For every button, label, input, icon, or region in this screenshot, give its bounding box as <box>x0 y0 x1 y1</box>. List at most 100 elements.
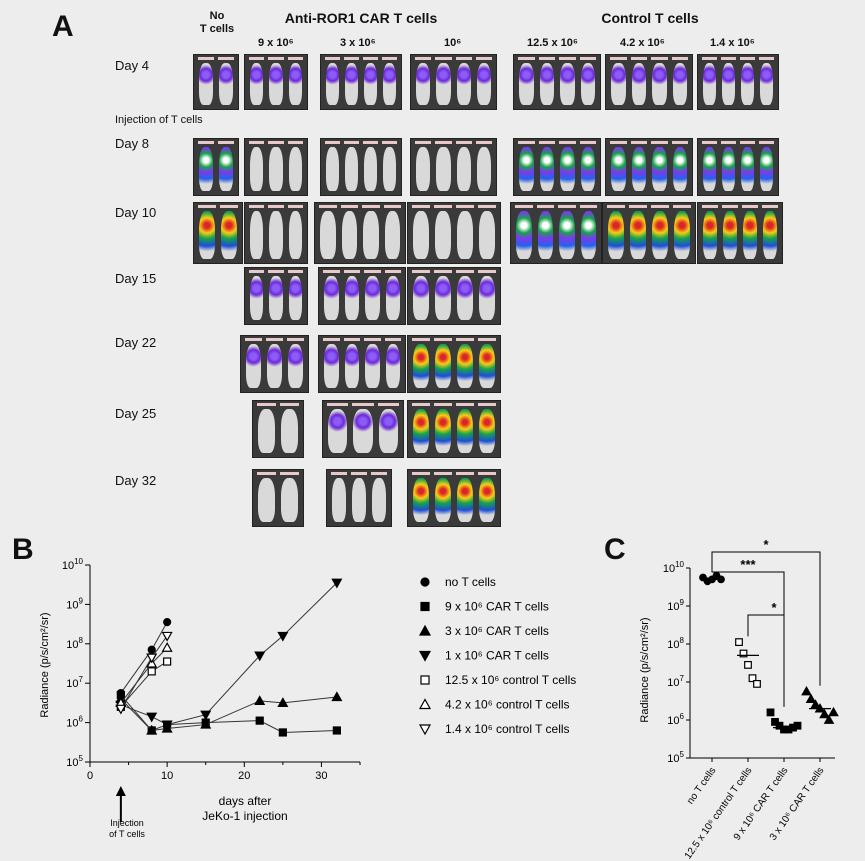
image-label-strip <box>607 205 625 208</box>
image-label-strip <box>323 338 340 341</box>
b-series-line <box>120 661 168 708</box>
image-label-strip <box>740 57 755 60</box>
b-data-point <box>200 710 212 721</box>
image-label-strip <box>198 141 214 144</box>
mouse-image-tile <box>407 335 501 393</box>
image-label-strip <box>364 338 381 341</box>
no-t-cells-header: No T cells <box>199 10 235 35</box>
mouse-image-tile <box>322 400 404 458</box>
image-label-strip <box>287 270 303 273</box>
b-data-point <box>200 718 212 729</box>
image-label-strip <box>536 205 554 208</box>
b-y-tick-label: 109 <box>66 596 83 611</box>
mouse-image-tile <box>320 138 402 196</box>
image-label-strip <box>478 338 496 341</box>
mouse-silhouette <box>741 63 754 105</box>
mouse-silhouette <box>383 147 396 191</box>
mouse-image-tile <box>244 138 308 196</box>
mouse-silhouette <box>479 211 495 259</box>
mouse-silhouette <box>435 276 451 320</box>
mouse-silhouette <box>519 63 534 105</box>
image-label-strip <box>412 338 430 341</box>
c-data-point <box>793 721 802 730</box>
mouse-silhouette <box>413 409 429 453</box>
b-data-point <box>147 645 156 654</box>
image-label-strip <box>287 338 304 341</box>
mouse-silhouette <box>199 211 215 259</box>
image-label-strip <box>266 338 283 341</box>
c-data-point <box>735 638 743 647</box>
mouse-silhouette <box>479 478 495 522</box>
image-label-strip <box>363 141 378 144</box>
day-label-32: Day 32 <box>115 473 157 488</box>
mouse-silhouette <box>516 211 532 259</box>
c-category-label: 12.5 x 10⁶ control T cells <box>683 765 755 860</box>
mouse-silhouette <box>269 63 283 105</box>
image-label-strip <box>651 205 669 208</box>
mouse-silhouette <box>479 409 495 453</box>
b-series-line <box>120 635 168 710</box>
c-significance-label: * <box>771 600 777 615</box>
mouse-image-tile <box>407 267 501 325</box>
c-significance-label: *** <box>740 557 756 572</box>
image-label-strip <box>287 205 303 208</box>
image-label-strip <box>630 57 647 60</box>
mouse-silhouette <box>476 63 491 105</box>
image-label-strip <box>579 141 596 144</box>
b-x-tick-label: 20 <box>238 770 250 782</box>
mouse-silhouette <box>703 147 716 191</box>
image-label-strip <box>377 403 399 406</box>
b-data-point <box>146 653 158 664</box>
image-label-strip <box>456 403 474 406</box>
image-label-strip <box>327 403 349 406</box>
image-label-strip <box>198 205 216 208</box>
b-series-line <box>120 647 168 704</box>
image-label-strip <box>384 338 401 341</box>
c-significance-bracket <box>711 551 821 686</box>
mouse-silhouette <box>364 147 377 191</box>
mouse-silhouette <box>344 276 359 320</box>
b-data-point <box>163 618 172 627</box>
mouse-silhouette <box>413 344 429 388</box>
mouse-silhouette <box>250 211 264 259</box>
mouse-silhouette <box>456 147 471 191</box>
image-label-strip <box>415 57 432 60</box>
b-arrow-note-line1: Injection <box>110 818 144 828</box>
mouse-image-tile <box>605 54 693 110</box>
image-label-strip <box>382 141 397 144</box>
b-arrow-note-line2: of T cells <box>109 829 145 839</box>
mouse-silhouette <box>365 344 380 388</box>
image-label-strip <box>610 141 627 144</box>
b-data-point <box>161 720 173 731</box>
car-dose-1: 10⁶ <box>444 37 462 49</box>
image-label-strip <box>352 403 374 406</box>
mouse-silhouette <box>365 276 380 320</box>
image-label-strip <box>325 57 340 60</box>
image-label-strip <box>412 270 430 273</box>
image-label-strip <box>323 270 340 273</box>
image-label-strip <box>362 205 380 208</box>
b-y-tick-label: 1010 <box>62 557 84 572</box>
mouse-silhouette <box>722 63 735 105</box>
mouse-silhouette <box>456 63 471 105</box>
c-significance-bracket <box>711 569 785 707</box>
image-label-strip <box>384 270 401 273</box>
mouse-silhouette <box>385 276 400 320</box>
image-label-strip <box>249 57 265 60</box>
image-label-strip <box>671 57 688 60</box>
image-label-strip <box>351 472 367 475</box>
b-y-axis-label: Radiance (p/s/cm²/sr) <box>39 612 51 717</box>
mouse-image-tile <box>244 267 308 325</box>
image-label-strip <box>478 270 496 273</box>
c-data-point <box>753 680 761 688</box>
image-label-strip <box>249 141 265 144</box>
b-legend-label: 9 x 10⁶ CAR T cells <box>445 600 549 614</box>
c-y-tick-label: 105 <box>667 750 684 765</box>
mouse-silhouette <box>324 276 339 320</box>
car-dose-9: 9 x 10⁶ <box>258 37 294 49</box>
image-label-strip <box>759 57 774 60</box>
mouse-image-tile <box>602 202 696 264</box>
image-label-strip <box>198 57 214 60</box>
image-label-strip <box>673 205 691 208</box>
b-data-point <box>146 712 158 723</box>
